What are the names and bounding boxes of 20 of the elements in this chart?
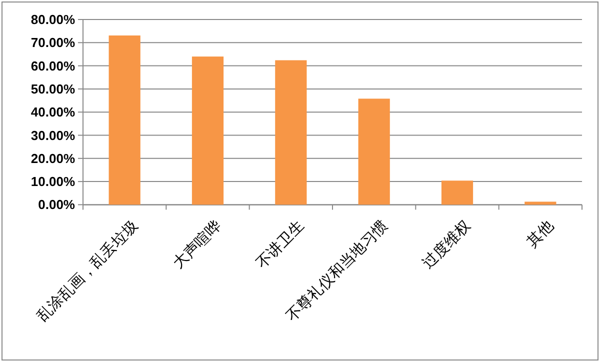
bar xyxy=(358,98,390,205)
bar xyxy=(192,56,224,205)
y-tick-label: 10.00% xyxy=(30,174,76,190)
y-tick-label: 50.00% xyxy=(30,81,76,96)
y-tick-label: 30.00% xyxy=(30,128,76,143)
x-tick-label: 过度维权 xyxy=(418,216,474,272)
x-tick-label: 乱涂乱画，乱丢垃圾 xyxy=(33,216,142,325)
y-tick-label: 0.00% xyxy=(38,197,76,212)
y-tick-label: 70.00% xyxy=(30,35,76,50)
y-tick-label: 80.00% xyxy=(30,12,76,27)
y-tick-label: 40.00% xyxy=(30,104,76,120)
y-tick-label: 20.00% xyxy=(30,150,76,166)
x-tick-label: 其他 xyxy=(523,216,558,251)
bar xyxy=(108,35,140,205)
bar xyxy=(275,60,307,205)
x-tick-label: 不讲卫生 xyxy=(252,216,308,272)
y-tick-label: 60.00% xyxy=(30,58,76,74)
bar xyxy=(441,180,474,205)
x-tick-label: 大声喧哗 xyxy=(169,216,224,272)
bar xyxy=(524,202,556,205)
